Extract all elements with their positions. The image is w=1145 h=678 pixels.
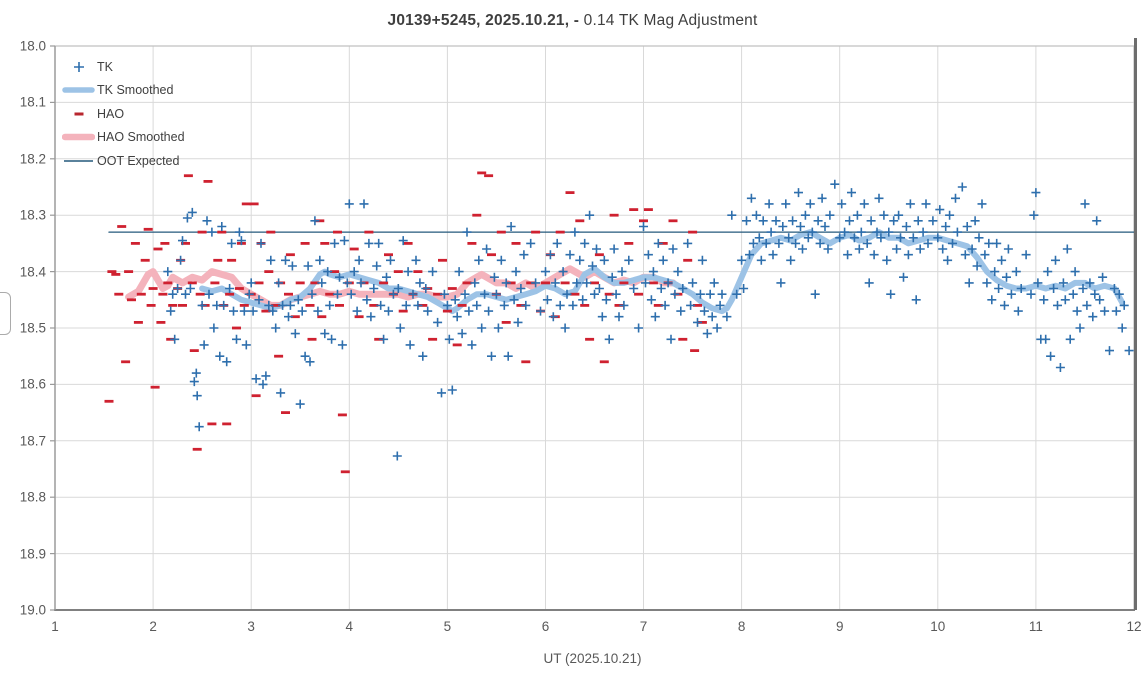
y-tick-label: 19.0 <box>19 602 46 618</box>
y-tick-marks <box>50 45 55 611</box>
y-tick-label: 18.0 <box>19 38 46 54</box>
legend-item-hao-smoothed: HAO Smoothed <box>62 126 185 150</box>
legend-label-tk: TK <box>97 59 113 74</box>
legend-item-tk: TK <box>62 55 185 79</box>
chart-title-regular: 0.14 TK Mag Adjustment <box>579 12 758 29</box>
x-tick-label: 12 <box>1126 619 1142 634</box>
chart-title: J0139+5245, 2025.10.21, - 0.14 TK Mag Ad… <box>0 12 1145 30</box>
x-tick-label: 2 <box>149 619 157 634</box>
y-tick-label: 18.5 <box>19 320 46 336</box>
x-axis-title: UT (2025.10.21) <box>543 651 642 666</box>
x-tick-label: 10 <box>930 619 946 634</box>
x-tick-label: 4 <box>345 619 354 634</box>
legend-label-tk-smoothed: TK Smoothed <box>97 83 174 98</box>
y-tick-label: 18.1 <box>19 94 46 110</box>
y-tick-label: 18.9 <box>19 546 46 562</box>
y-tick-label: 18.2 <box>19 151 46 167</box>
x-tick-label: 1 <box>51 619 59 634</box>
x-tick-label: 7 <box>639 619 648 634</box>
x-tick-label: 11 <box>1028 619 1043 634</box>
legend-label-hao: HAO <box>97 106 125 121</box>
tk-scatter-series <box>163 179 1134 461</box>
legend-item-hao: HAO <box>62 102 185 126</box>
tk-smoothed-line <box>199 229 1126 315</box>
x-tick-label: 9 <box>835 619 844 634</box>
gridlines <box>54 45 1135 611</box>
chart-title-bold: J0139+5245, 2025.10.21, - <box>387 12 580 29</box>
y-tick-label: 18.7 <box>19 433 46 449</box>
thick-pink-line-icon <box>62 132 95 142</box>
y-tick-label: 18.8 <box>19 489 46 505</box>
hao-smoothed-line <box>125 265 677 309</box>
dash-marker-icon <box>62 111 95 117</box>
legend-label-oot-expected: OOT Expected <box>97 153 180 168</box>
thin-dark-line-icon <box>62 159 95 163</box>
x-tick-label: 6 <box>541 619 550 634</box>
legend-item-oot-expected: OOT Expected <box>62 149 185 173</box>
x-tick-label: 5 <box>443 619 452 634</box>
thick-blue-line-icon <box>62 86 95 94</box>
clipped-axis-title-box <box>0 292 11 335</box>
y-tick-label: 18.3 <box>19 207 46 223</box>
x-tick-label: 3 <box>247 619 255 634</box>
plus-marker-icon <box>62 61 95 73</box>
legend-label-hao-smoothed: HAO Smoothed <box>97 130 185 145</box>
y-tick-label: 18.4 <box>19 264 46 280</box>
x-tick-label: 8 <box>737 619 746 634</box>
legend: TK TK Smoothed HAO HAO Smoothed OOT Expe… <box>62 55 185 173</box>
legend-item-tk-smoothed: TK Smoothed <box>62 79 185 103</box>
y-tick-label: 18.6 <box>19 376 46 392</box>
